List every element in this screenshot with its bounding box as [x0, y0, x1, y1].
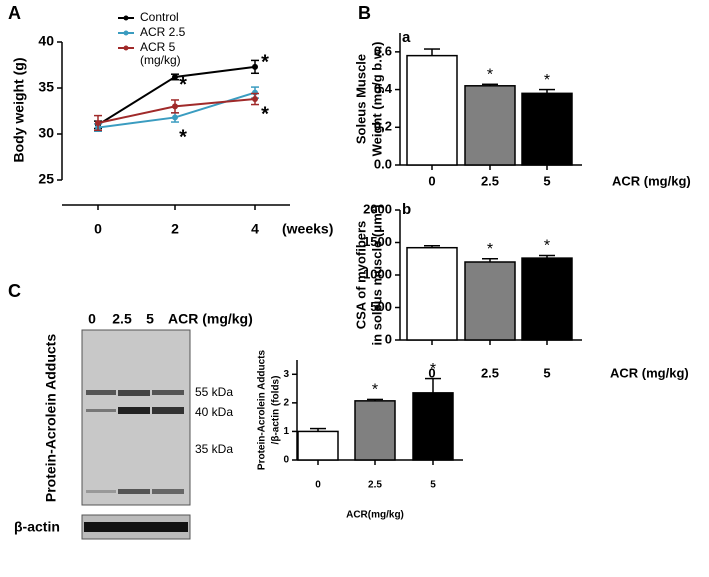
- bar: [412, 392, 454, 461]
- blot-label: Protein-Acrolein Adducts: [43, 334, 59, 502]
- subpanel-label: a: [402, 29, 411, 46]
- legend-label: Control: [140, 10, 179, 24]
- y-tick-label: 30: [38, 125, 54, 141]
- x-tick-label: 2.5: [368, 480, 382, 491]
- y-tick-label: 0.6: [374, 43, 392, 58]
- legend-label: ACR 5: [140, 40, 176, 54]
- mw-marker: 55 kDa: [195, 385, 233, 399]
- x-tick-label: 0: [94, 221, 102, 237]
- x-tick-label: 4: [251, 221, 259, 237]
- mw-marker: 40 kDa: [195, 405, 233, 419]
- y-tick-label: 0.0: [374, 156, 392, 171]
- panel-label: C: [8, 281, 21, 301]
- y-axis-label: /β-actin (folds): [271, 376, 282, 445]
- y-axis-label: Body weight (g): [11, 58, 27, 163]
- x-tick-label: 5: [430, 480, 436, 491]
- significance-marker: *: [261, 51, 269, 73]
- x-axis-label: ACR (mg/kg): [610, 365, 689, 380]
- x-axis-label: ACR (mg/kg): [612, 173, 691, 188]
- significance-marker: *: [430, 361, 436, 378]
- x-tick-label: 0: [428, 365, 435, 380]
- y-axis-label: Weight (mg/g b.w.): [369, 42, 384, 157]
- bar: [464, 85, 516, 166]
- point: [252, 63, 258, 70]
- significance-marker: *: [487, 67, 493, 84]
- panel-label: B: [358, 3, 371, 23]
- point: [252, 96, 258, 103]
- y-axis-label: in soleus muscle (μm²): [369, 205, 384, 346]
- loading-label: β-actin: [14, 519, 60, 535]
- lane-label: 5: [146, 311, 154, 327]
- y-tick-label: 25: [38, 171, 54, 187]
- significance-marker: *: [179, 74, 187, 96]
- x-tick-label: 0: [315, 480, 321, 491]
- y-axis-label: CSA of myofibers: [353, 221, 368, 330]
- bar: [521, 257, 573, 341]
- y-axis-label: Soleus Muscle: [353, 54, 368, 144]
- y-tick-label: 2: [283, 397, 289, 408]
- bar: [406, 54, 458, 166]
- point: [172, 114, 178, 121]
- x-tick-label: 2: [171, 221, 179, 237]
- significance-marker: *: [372, 382, 378, 399]
- subpanel-label: b: [402, 201, 411, 218]
- bar: [297, 430, 339, 461]
- mw-marker: 35 kDa: [195, 442, 233, 456]
- x-tick-label: 2.5: [481, 365, 499, 380]
- legend-note: (mg/kg): [140, 53, 181, 67]
- legend-label: ACR 2.5: [140, 25, 186, 39]
- point: [95, 119, 101, 126]
- y-tick-label: 0: [283, 455, 289, 466]
- y-tick-label: 500: [370, 299, 392, 314]
- x-tick-label: 2.5: [481, 173, 499, 188]
- significance-marker: *: [179, 126, 187, 148]
- bar: [406, 246, 458, 341]
- y-tick-label: 3: [283, 369, 289, 380]
- y-axis-label: Protein-Acrolein Adducts: [257, 349, 268, 470]
- y-tick-label: 1500: [363, 234, 392, 249]
- y-tick-label: 0.2: [374, 119, 392, 134]
- lane-title: ACR (mg/kg): [168, 311, 253, 327]
- x-axis-label: (weeks): [282, 221, 333, 237]
- significance-marker: *: [487, 241, 493, 258]
- bar: [521, 92, 573, 166]
- point: [172, 103, 178, 110]
- y-tick-label: 1000: [363, 266, 392, 281]
- significance-marker: *: [544, 238, 550, 255]
- lane-label: 0: [88, 311, 96, 327]
- significance-marker: *: [544, 72, 550, 89]
- y-tick-label: 1: [283, 426, 289, 437]
- y-tick-label: 0.4: [374, 81, 393, 96]
- legend-swatch: [123, 45, 129, 51]
- significance-marker: *: [261, 103, 269, 125]
- y-tick-label: 35: [38, 79, 54, 95]
- point: [172, 73, 178, 80]
- x-axis-label: ACR(mg/kg): [346, 510, 404, 521]
- y-tick-label: 40: [38, 33, 54, 49]
- x-tick-label: 0: [428, 173, 435, 188]
- x-tick-label: 5: [543, 173, 550, 188]
- legend-swatch: [123, 30, 129, 36]
- bar: [464, 261, 516, 341]
- western-blot: [81, 329, 191, 540]
- x-tick-label: 5: [543, 365, 550, 380]
- bar: [354, 400, 396, 461]
- y-tick-label: 0: [385, 331, 392, 346]
- lane-label: 2.5: [112, 311, 132, 327]
- legend-swatch: [123, 15, 129, 21]
- y-tick-label: 2000: [363, 201, 392, 216]
- panel-label: A: [8, 3, 21, 23]
